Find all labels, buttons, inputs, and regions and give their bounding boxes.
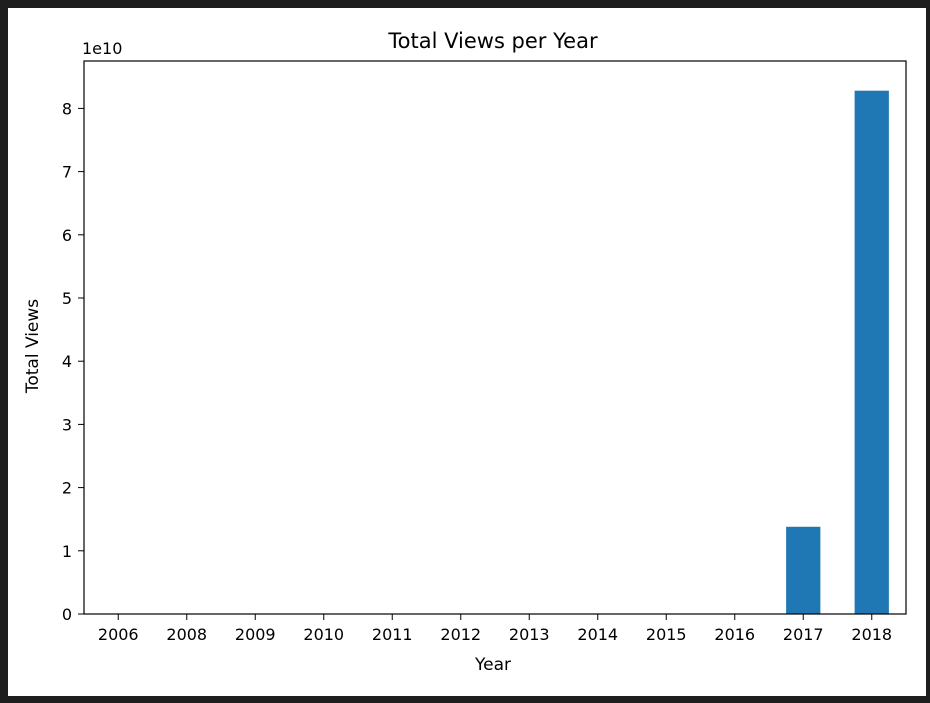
chart-title: Total Views per Year — [387, 29, 598, 53]
x-tick-label: 2016 — [714, 625, 755, 644]
y-offset-label: 1e10 — [82, 39, 122, 58]
y-tick-label: 0 — [62, 605, 72, 624]
y-tick-label: 2 — [62, 479, 72, 498]
chart-frame: Total Views per Year 1e10 Total Views Ye… — [8, 8, 926, 696]
y-tick-label: 4 — [62, 352, 72, 371]
bars-group — [101, 90, 889, 615]
plot-frame — [83, 60, 907, 615]
bar-2018 — [854, 90, 889, 615]
x-tick-label: 2009 — [235, 625, 276, 644]
y-tick-label: 1 — [62, 542, 72, 561]
y-axis-label: Total Views — [23, 299, 43, 394]
y-tick-label: 7 — [62, 163, 72, 182]
x-tick-label: 2010 — [303, 625, 344, 644]
bar-2017 — [786, 526, 821, 614]
y-tick-label: 6 — [62, 226, 72, 245]
x-tick-label: 2018 — [851, 625, 892, 644]
x-tick-label: 2006 — [98, 625, 139, 644]
x-axis-label: Year — [474, 655, 511, 675]
x-ticks: 2006 2008 2009 2010 2011 2012 2013 2014 2015 2016… — [98, 614, 892, 644]
x-tick-label: 2013 — [509, 625, 550, 644]
x-tick-label: 2008 — [166, 625, 207, 644]
x-tick-label: 2014 — [577, 625, 618, 644]
y-ticks: 0 1 2 3 4 5 6 7 8 — [62, 99, 84, 624]
y-tick-label: 5 — [62, 289, 72, 308]
x-tick-label: 2015 — [646, 625, 687, 644]
y-tick-label: 8 — [62, 99, 72, 118]
x-tick-label: 2012 — [440, 625, 481, 644]
bar-chart: Total Views per Year 1e10 Total Views Ye… — [23, 29, 907, 675]
y-tick-label: 3 — [62, 415, 72, 434]
x-tick-label: 2011 — [372, 625, 413, 644]
x-tick-label: 2017 — [783, 625, 824, 644]
